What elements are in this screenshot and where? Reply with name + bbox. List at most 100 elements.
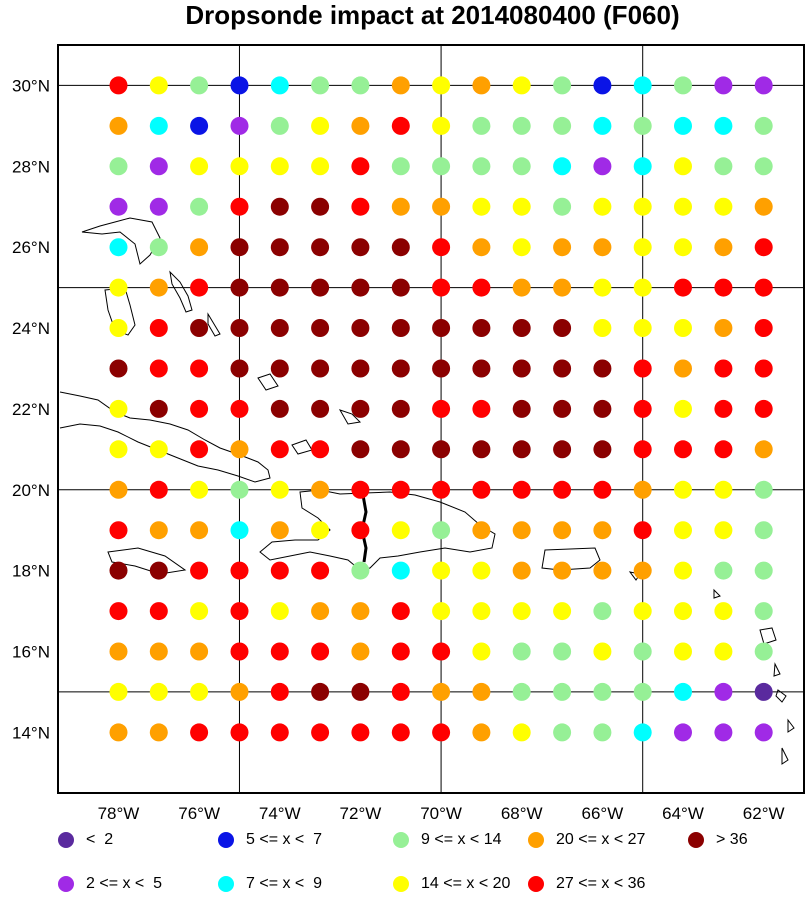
impact-dot [149, 561, 168, 580]
impact-dot [512, 723, 531, 742]
impact-dot [472, 723, 491, 742]
impact-dot [190, 602, 209, 621]
longitude-tick-label: 72°W [340, 804, 382, 823]
impact-dot [230, 682, 249, 701]
impact-dot [391, 197, 410, 216]
impact-dot [230, 480, 249, 499]
impact-dot [633, 561, 652, 580]
impact-dot [270, 319, 289, 337]
impact-dot [633, 76, 652, 95]
impact-dot [109, 602, 128, 621]
impact-dot [593, 197, 612, 216]
impact-dot [270, 521, 289, 540]
impact-dot [674, 359, 692, 378]
impact-dot [512, 278, 531, 297]
legend-swatch [218, 832, 234, 848]
impact-dot [553, 682, 572, 701]
impact-dot [714, 76, 733, 95]
impact-dot [311, 238, 330, 257]
impact-dot [432, 319, 451, 337]
impact-dot [754, 359, 773, 378]
latitude-tick-label: 18°N [12, 562, 50, 581]
impact-dot [190, 76, 209, 95]
latitude-tick-label: 24°N [12, 319, 50, 338]
impact-dot [270, 723, 289, 742]
impact-dot [351, 157, 370, 176]
impact-dot [109, 561, 128, 580]
impact-dot [754, 319, 773, 337]
impact-dot [149, 238, 168, 257]
impact-dot [230, 440, 249, 459]
legend-swatch [58, 876, 74, 892]
impact-dot [230, 642, 249, 661]
lesser-antilles-3 [775, 689, 787, 703]
impact-dot [351, 76, 370, 95]
impact-dot [714, 521, 733, 540]
impact-dot [593, 278, 612, 297]
impact-dot [311, 319, 330, 337]
longitude-tick-label: 76°W [178, 804, 220, 823]
legend-label: > 36 [716, 831, 748, 848]
impact-dot [714, 642, 733, 661]
impact-dot [512, 197, 531, 216]
impact-dot [270, 602, 289, 621]
impact-dot [633, 440, 652, 459]
latitude-tick-label: 28°N [12, 157, 50, 176]
impact-dot [593, 76, 612, 95]
impact-dot [109, 399, 128, 418]
latitude-tick-label: 16°N [12, 642, 50, 661]
map-title: Dropsonde impact at 2014080400 (F060) [185, 0, 680, 30]
impact-dot [633, 319, 652, 337]
legend-label: 5 <= x < 7 [246, 831, 323, 848]
impact-dot [351, 238, 370, 257]
impact-dot [754, 197, 773, 216]
impact-dot [553, 359, 572, 378]
impact-dot [674, 682, 692, 701]
impact-dot [311, 157, 330, 176]
impact-dot [472, 359, 491, 378]
impact-dot [230, 157, 249, 176]
impact-dot [472, 197, 491, 216]
longitude-tick-label: 62°W [743, 804, 785, 823]
impact-dot [109, 116, 128, 135]
impact-dot [633, 399, 652, 418]
impact-dot [109, 359, 128, 378]
impact-dot [593, 359, 612, 378]
impact-dot [593, 480, 612, 499]
legend-item: 2 <= x < 5 [58, 873, 162, 895]
impact-dot [109, 642, 128, 661]
impact-dot [512, 157, 531, 176]
impact-dot [714, 602, 733, 621]
impact-dot [432, 278, 451, 297]
impact-dot [714, 116, 733, 135]
impact-dot [391, 238, 410, 257]
impact-dot [553, 399, 572, 418]
impact-dot [553, 157, 572, 176]
impact-dot [512, 561, 531, 580]
impact-dot [149, 76, 168, 95]
impact-dot [432, 723, 451, 742]
impact-dot [391, 682, 410, 701]
impact-dot [109, 278, 128, 297]
impact-dot [674, 480, 692, 499]
impact-dot [149, 359, 168, 378]
impact-dot [674, 723, 692, 742]
latitude-labels: 14°N 16°N 18°N 20°N 22°N 24°N 26°N 28°N 30°N [12, 76, 50, 742]
legend-label: 20 <= x < 27 [556, 831, 646, 848]
impact-dot [351, 399, 370, 418]
impact-dot [432, 602, 451, 621]
latitude-tick-label: 22°N [12, 400, 50, 419]
map-frame [57, 44, 805, 794]
turks-caicos-coastline [338, 409, 362, 425]
impact-dot [633, 116, 652, 135]
latitude-tick-label: 26°N [12, 238, 50, 257]
impact-dot [149, 602, 168, 621]
impact-dot [311, 76, 330, 95]
impact-dot [472, 521, 491, 540]
impact-dot [311, 440, 330, 459]
impact-dot [109, 440, 128, 459]
impact-dot [311, 682, 330, 701]
impact-dot [270, 157, 289, 176]
impact-dot [149, 319, 168, 337]
